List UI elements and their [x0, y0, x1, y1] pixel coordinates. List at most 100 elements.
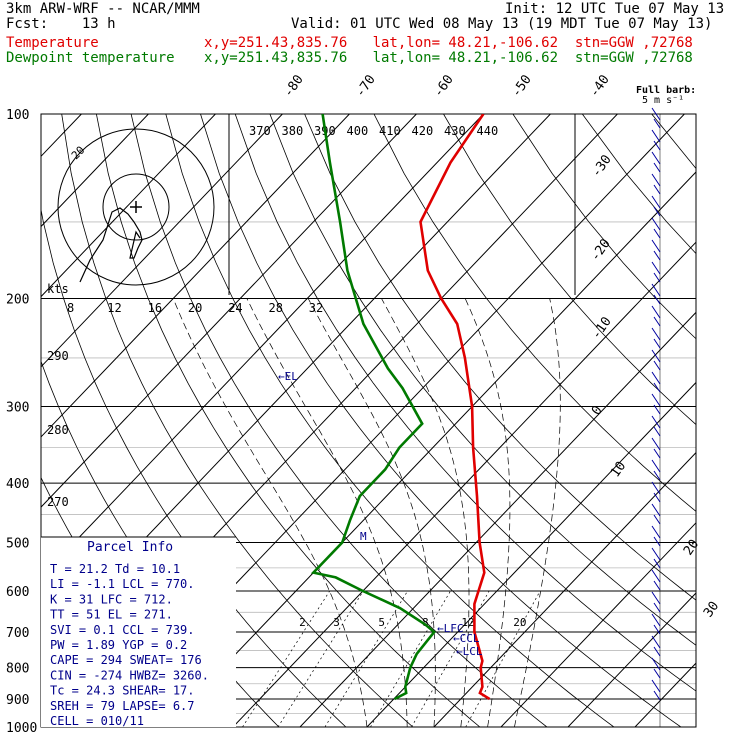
isotherm [41, 114, 283, 368]
pressure-label: 400 [6, 477, 29, 492]
init-time: Init: 12 UTC Tue 07 May 13 [505, 1, 725, 17]
moist-adiabat [307, 298, 436, 727]
moist-adiabat [246, 298, 408, 727]
wind-barb [651, 195, 661, 217]
parcel-info-row: SVI = 0.1 CCL = 739. [50, 623, 195, 637]
isotherm-label: -10 [589, 314, 615, 342]
moist-adiabat [381, 298, 470, 727]
hodograph-units: kts [47, 282, 69, 296]
annotation-m: M [360, 530, 367, 543]
isotherm-label: 20 [681, 537, 702, 558]
theta-e-label: 440 [477, 124, 499, 138]
isotherm [433, 451, 696, 727]
wind-barb [651, 371, 661, 393]
dry-adiabat [443, 114, 696, 426]
hodograph-speed-label: 16 [148, 301, 162, 315]
dewpoint-legend: Dewpoint temperature [6, 50, 175, 66]
parcel-info-row: PW = 1.89 YGP = 0.2 [50, 638, 187, 652]
isotherm-label: -50 [509, 72, 535, 100]
wind-barb [651, 503, 661, 525]
dry-adiabat [512, 114, 696, 340]
theta-e-label: 430 [444, 124, 466, 138]
wind-barb [651, 525, 661, 547]
parcel-info-row: T = 21.2 Td = 10.1 [50, 562, 180, 576]
theta-e-label: 370 [249, 124, 271, 138]
annotation-lcl: ←LCL [456, 645, 483, 658]
pressure-label: 900 [6, 693, 29, 708]
plot-frame [40, 113, 697, 728]
moist-adiabat [172, 298, 368, 727]
isotherm [232, 241, 696, 727]
wind-barb [651, 151, 661, 173]
isotherm [41, 114, 216, 298]
wind-barb [651, 129, 661, 151]
dry-adiabat [234, 114, 696, 692]
valid-time: Valid: 01 UTC Wed 08 May 13 (19 MDT Tue … [291, 16, 713, 32]
mixing-ratio-label: 12 [461, 616, 474, 629]
annotation-lfc: ←LFC [437, 622, 464, 635]
mixing-ratio-label: 2 [299, 616, 306, 629]
hodograph-ring-outer [57, 128, 215, 286]
parcel-info-row: K = 31 LFC = 712. [50, 592, 173, 606]
pressure-label: 300 [6, 400, 29, 415]
dry-adiabat [269, 114, 696, 646]
wind-barb [651, 305, 661, 327]
moist-adiabat [514, 298, 561, 727]
isotherm-label: 10 [608, 459, 629, 480]
pressure-label: 200 [6, 293, 29, 308]
wind-barb [651, 569, 661, 591]
wind-key-units: 5 m s⁻¹ [642, 95, 684, 106]
parcel-info-row: SREH = 79 LAPSE= 6.7 [50, 699, 195, 713]
mixing-ratio-line [324, 590, 408, 727]
pressure-label: 700 [6, 626, 29, 641]
dry-adiabat [581, 114, 696, 255]
theta-label: 290 [47, 349, 69, 363]
wind-barb [651, 679, 661, 701]
temperature-legend: Temperature [6, 35, 99, 51]
theta-label: 270 [47, 495, 69, 509]
isotherm [41, 114, 417, 508]
isotherm-label: -70 [353, 72, 379, 100]
isotherm-label: -30 [589, 152, 615, 180]
wind-barb [651, 217, 661, 239]
isotherm-label: -80 [281, 72, 307, 100]
isotherm-label: -60 [431, 72, 457, 100]
wind-barb [651, 635, 661, 657]
hodograph-ring-label: 20 [69, 144, 88, 163]
mixing-ratio-line [370, 590, 451, 727]
isotherm [165, 171, 696, 727]
wind-barb [651, 283, 661, 305]
wind-barb [651, 261, 661, 283]
dry-adiabat [130, 114, 548, 727]
wind-barb [651, 657, 661, 679]
hodograph-speed-label: 24 [228, 301, 242, 315]
isotherm-label: -20 [588, 236, 614, 264]
isotherm-label: 0 [589, 403, 606, 418]
dewpoint-line [310, 114, 437, 701]
mixing-ratio-line [465, 590, 541, 727]
annotation-ccl: ←CCL [453, 632, 480, 645]
wind-barb [651, 547, 661, 569]
pressure-label: 100 [6, 108, 29, 123]
pressure-label: 1000 [6, 721, 37, 736]
temperature-line [419, 114, 491, 701]
forecast-hour: Fcst: 13 h [6, 16, 116, 32]
parcel-info-row: CAPE = 294 SWEAT= 176 [50, 653, 202, 667]
moist-adiabat [464, 298, 511, 727]
model-title: 3km ARW-WRF -- NCAR/MMM [6, 1, 200, 17]
hodograph-speed-label: 28 [269, 301, 283, 315]
dewpoint-location: x,y=251.43,835.76 lat,lon= 48.21,-106.62… [204, 50, 693, 66]
hodograph-speed-label: 20 [188, 301, 202, 315]
isotherm [41, 114, 149, 228]
wind-barb [651, 327, 661, 349]
hodograph-speed-label: 12 [107, 301, 121, 315]
dry-adiabat [304, 114, 696, 601]
wind-barb [651, 415, 661, 437]
wind-barb [651, 613, 661, 635]
wind-barb [651, 393, 661, 415]
wind-key-title: Full barb: [636, 85, 696, 96]
isotherm-label: 30 [701, 599, 722, 620]
dry-adiabat [61, 114, 414, 727]
theta-e-label: 380 [282, 124, 304, 138]
parcel-info-row: Tc = 24.3 SHEAR= 17. [50, 684, 195, 698]
